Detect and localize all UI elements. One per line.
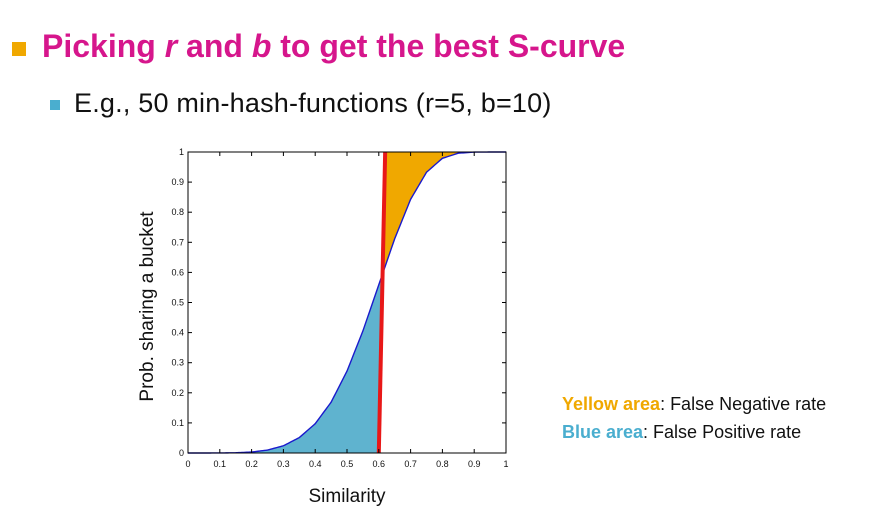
y-tick-label: 0.8: [171, 207, 184, 217]
threshold-line: [376, 151, 388, 454]
y-tick: 1: [179, 147, 506, 157]
y-tick-label: 0.7: [171, 237, 184, 247]
page-title: Picking r and b to get the best S-curve: [42, 28, 626, 64]
x-tick: 0.6: [373, 152, 386, 469]
x-tick: 1: [503, 152, 509, 469]
y-tick: 0.4: [171, 328, 506, 338]
y-tick: 0: [179, 448, 506, 458]
legend-yellow: Yellow area: False Negative rate: [562, 390, 826, 418]
x-tick-label: 0.7: [404, 459, 417, 469]
tick-group: 0 0.1 0.2 0.3 0.4 0.5 0.6 0.7 0.8 0.9 1 0 0.1 0.2 0.3 0…: [171, 147, 508, 469]
x-tick-label: 0.5: [341, 459, 354, 469]
y-tick-label: 0.4: [171, 328, 184, 338]
y-tick: 0.5: [171, 298, 506, 308]
x-tick: 0.3: [277, 152, 290, 469]
x-tick: 0.4: [309, 152, 322, 469]
x-tick-label: 0.9: [468, 459, 481, 469]
legend-yellow-text: : False Negative rate: [660, 394, 827, 414]
x-tick-label: 0.2: [245, 459, 258, 469]
x-tick: 0.7: [404, 152, 417, 469]
y-tick-label: 0.3: [171, 358, 184, 368]
y-tick: 0.2: [171, 388, 506, 398]
x-tick-label: 0.6: [373, 459, 386, 469]
x-tick-label: 0: [185, 459, 190, 469]
heading-row: Picking r and b to get the best S-curve: [12, 28, 625, 65]
y-tick: 0.6: [171, 267, 506, 277]
x-axis-label: Similarity: [308, 486, 386, 507]
x-tick: 0.8: [436, 152, 449, 469]
x-tick-label: 0.3: [277, 459, 290, 469]
x-tick-label: 1: [503, 459, 508, 469]
legend-blue-label: Blue area: [562, 422, 644, 442]
legend: Yellow area: False Negative rate Blue ar…: [562, 390, 826, 446]
subheading: E.g., 50 min-hash-functions (r=5, b=10): [74, 88, 552, 118]
y-tick-label: 0.1: [171, 418, 184, 428]
y-tick: 0.1: [171, 418, 506, 428]
x-tick: 0.1: [214, 152, 227, 469]
y-tick-label: 0: [179, 448, 184, 458]
x-tick: 0.5: [341, 152, 354, 469]
y-tick-label: 0.6: [171, 267, 184, 277]
y-tick-label: 0.5: [171, 298, 184, 308]
x-tick: 0: [185, 152, 191, 469]
x-tick: 0.2: [245, 152, 258, 469]
subheading-bullet: [50, 99, 60, 110]
yellow-area: [382, 152, 487, 274]
y-tick-label: 0.9: [171, 177, 184, 187]
y-tick-label: 1: [179, 147, 184, 157]
y-tick: 0.3: [171, 358, 506, 368]
legend-blue-text: : False Positive rate: [643, 422, 802, 442]
legend-blue: Blue area: False Positive rate: [562, 418, 826, 446]
x-tick-label: 0.4: [309, 459, 322, 469]
x-tick-label: 0.1: [214, 459, 227, 469]
heading-bullet: [12, 41, 26, 56]
x-tick-label: 0.8: [436, 459, 449, 469]
x-tick: 0.9: [468, 152, 481, 469]
y-axis-label: Prob. sharing a bucket: [137, 211, 158, 402]
area-group: [188, 152, 487, 453]
y-tick: 0.7: [171, 237, 506, 247]
y-tick-label: 0.2: [171, 388, 184, 398]
y-tick: 0.8: [171, 207, 506, 217]
legend-yellow-label: Yellow area: [562, 394, 661, 414]
y-tick: 0.9: [171, 177, 506, 187]
blue-area: [188, 273, 383, 453]
subheading-row: E.g., 50 min-hash-functions (r=5, b=10): [50, 88, 552, 119]
